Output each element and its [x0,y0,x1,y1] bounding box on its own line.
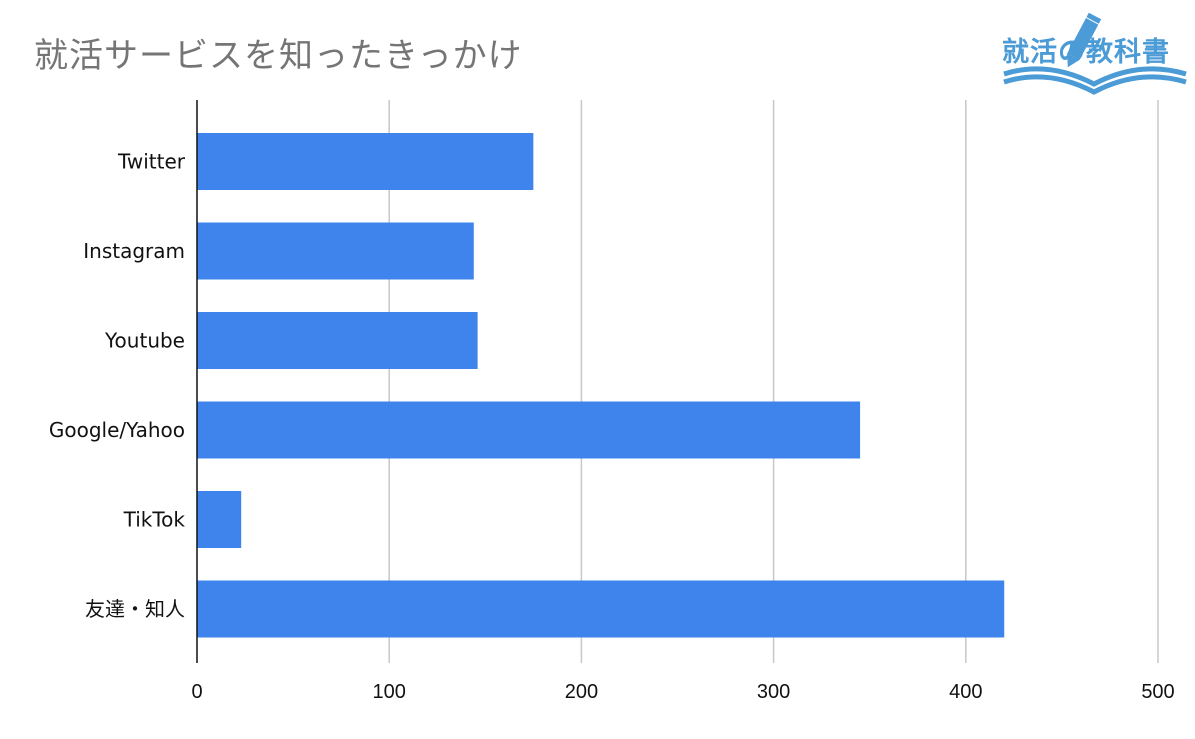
bar [197,133,534,190]
x-tick-label: 200 [565,681,598,703]
x-tick-label: 400 [949,681,982,703]
category-label: TikTok [123,508,186,532]
bar [197,312,478,369]
gridlines [388,100,1159,663]
x-tick-label: 500 [1141,681,1174,703]
pencil-book-icon [1003,12,1187,95]
category-label: Twitter [117,150,186,174]
bar [197,401,861,459]
category-label: Youtube [104,329,185,353]
x-tick-label: 100 [373,681,406,703]
bar [197,491,242,548]
logo-text: 就活の教科書 [1002,37,1170,68]
x-tick-label: 0 [191,681,202,703]
category-label: Google/Yahoo [49,418,185,442]
bar [197,222,474,280]
category-label: 友達・知人 [85,597,185,621]
bars [197,133,1005,638]
bar [197,580,1005,638]
category-label: Instagram [83,239,185,263]
brand-logo: 就活の教科書 [1000,12,1190,98]
x-tick-label: 300 [757,681,790,703]
chart-title: 就活サービスを知ったきっかけ [34,36,523,76]
labels: 0 100 200 300 400 500 Twitter Instagram Youtube G… [49,150,1175,704]
